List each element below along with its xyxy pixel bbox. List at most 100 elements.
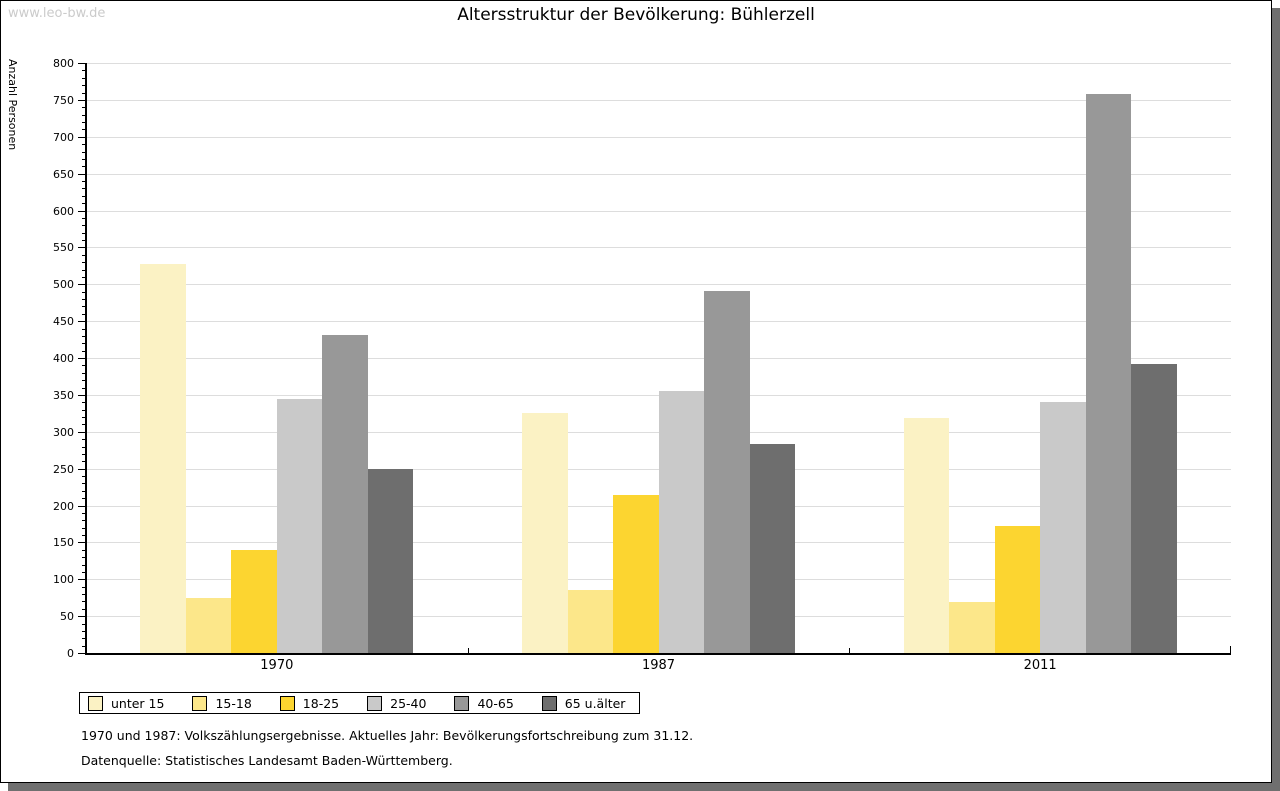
y-tick-label: 350: [53, 388, 74, 402]
y-gridline: [86, 136, 1231, 138]
bar-40-65-1970: [322, 335, 368, 653]
y-minor-tick: [82, 181, 86, 182]
y-minor-tick: [82, 564, 86, 566]
bar-15-18-2011: [949, 602, 995, 653]
y-minor-tick: [82, 365, 86, 367]
y-tick-label: 750: [53, 93, 74, 107]
y-tick-label: 450: [53, 315, 74, 329]
legend-label: unter 15: [111, 695, 165, 711]
y-minor-tick: [82, 527, 86, 529]
y-gridline: [86, 99, 1231, 101]
legend-swatch: [88, 695, 103, 711]
y-minor-tick: [82, 350, 86, 352]
y-major-tick: [78, 616, 86, 618]
y-major-tick: [78, 136, 86, 138]
y-tick-label: 250: [53, 462, 74, 476]
legend-item: 25-40: [367, 695, 427, 711]
y-major-tick: [78, 653, 86, 654]
bar-40-65-2011: [1085, 93, 1132, 653]
y-major-tick: [78, 321, 86, 323]
y-minor-tick: [82, 158, 86, 160]
bar-15-18-1987: [567, 589, 613, 653]
legend-swatch: [279, 695, 295, 711]
bar-65-u.älter-2011: [1131, 363, 1177, 653]
y-minor-tick: [82, 608, 86, 610]
y-minor-tick: [82, 446, 86, 448]
y-minor-tick: [82, 254, 86, 256]
y-minor-tick: [82, 535, 86, 536]
bar-25-40-1970: [276, 398, 323, 653]
legend-item: 18-25: [279, 695, 339, 711]
y-minor-tick: [82, 144, 86, 146]
bar-25-40-2011: [1040, 401, 1086, 653]
y-minor-tick: [82, 512, 86, 514]
y-major-tick: [78, 210, 86, 212]
y-tick-label: 0: [67, 647, 74, 660]
legend-label: 40-65: [477, 695, 514, 711]
y-minor-tick: [82, 623, 86, 625]
y-major-tick: [78, 579, 86, 581]
watermark: www.leo-bw.de: [8, 6, 106, 21]
y-gridline: [86, 321, 1231, 323]
y-minor-tick: [82, 299, 86, 300]
legend: unter 15 15-18 18-25 25-40 40-65 65 u.älter: [79, 692, 640, 714]
y-tick-label: 150: [53, 536, 74, 550]
y-minor-tick: [82, 453, 86, 455]
y-minor-tick: [82, 557, 86, 559]
bar-40-65-1987: [704, 290, 750, 653]
footnote-data-source: Datenquelle: Statistisches Landesamt Bad…: [81, 753, 453, 768]
y-tick-label: 550: [53, 241, 74, 255]
bar-unter-15-1987: [522, 412, 568, 653]
y-minor-tick: [82, 114, 86, 116]
y-tick-label: 500: [53, 278, 74, 292]
y-axis-line: [85, 63, 87, 655]
legend-item: 65 u.älter: [541, 695, 626, 711]
bar-65-u.älter-1987: [749, 443, 795, 653]
y-minor-tick: [82, 490, 86, 492]
y-minor-tick: [82, 586, 86, 588]
y-minor-tick: [82, 549, 86, 551]
y-major-tick: [78, 247, 86, 249]
y-minor-tick: [82, 151, 86, 153]
y-minor-tick: [82, 129, 86, 131]
y-gridline: [86, 247, 1231, 249]
x-category-label: 1970: [260, 658, 294, 673]
y-major-tick: [78, 542, 86, 544]
y-minor-tick: [82, 306, 86, 308]
legend-label: 25-40: [390, 695, 427, 711]
y-major-tick: [78, 284, 86, 286]
legend-swatch: [541, 695, 557, 711]
y-tick-label: 300: [53, 425, 74, 439]
y-minor-tick: [82, 313, 86, 315]
y-minor-tick: [82, 276, 86, 278]
legend-label: 65 u.älter: [564, 695, 626, 711]
y-minor-tick: [82, 107, 86, 109]
y-minor-tick: [82, 409, 86, 411]
y-gridline: [86, 358, 1231, 359]
y-minor-tick: [82, 85, 86, 87]
bar-18-25-1987: [613, 495, 659, 653]
y-gridline: [86, 63, 1231, 64]
y-tick-label: 700: [53, 130, 74, 144]
bar-unter-15-1970: [140, 264, 186, 653]
y-tick-label: 50: [60, 610, 74, 624]
y-minor-tick: [82, 372, 86, 374]
bar-25-40-1987: [658, 391, 704, 653]
y-minor-tick: [82, 77, 86, 79]
y-minor-tick: [82, 122, 86, 123]
y-minor-tick: [82, 343, 86, 345]
y-minor-tick: [82, 638, 86, 640]
y-minor-tick: [82, 498, 86, 500]
y-major-tick: [78, 99, 86, 101]
x-boundary-tick: [467, 648, 469, 653]
x-axis-end-tick: [1230, 646, 1231, 653]
y-major-tick: [78, 468, 86, 470]
y-minor-tick: [82, 203, 86, 205]
y-minor-tick: [82, 630, 86, 632]
y-minor-tick: [82, 328, 86, 330]
y-major-tick: [78, 173, 86, 175]
y-minor-tick: [82, 424, 86, 426]
y-minor-tick: [82, 225, 86, 227]
y-major-tick: [78, 431, 86, 433]
